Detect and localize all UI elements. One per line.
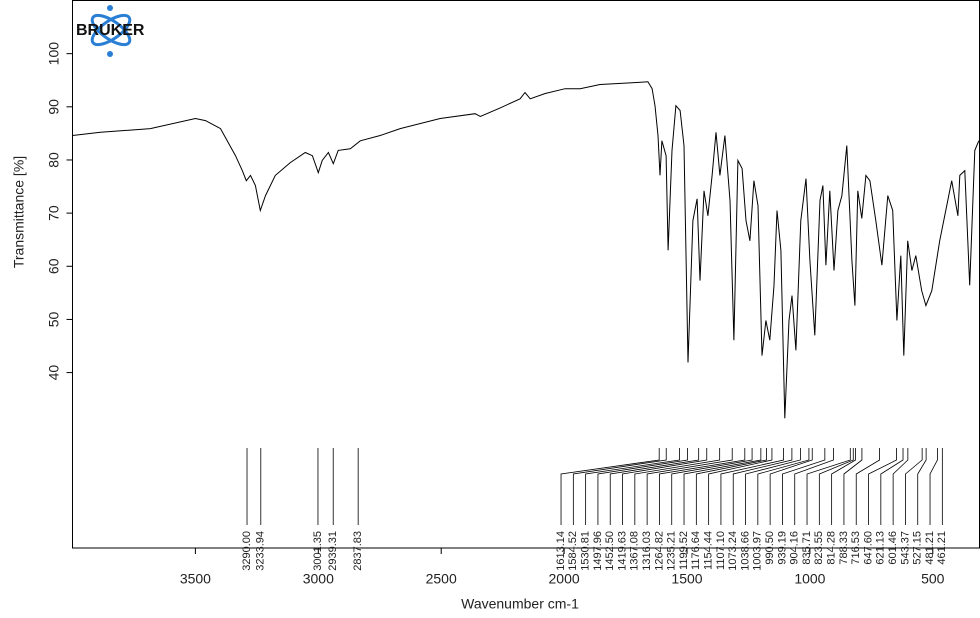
peak-label: 1176.64 [690, 531, 702, 570]
peak-marker [695, 448, 767, 525]
peak-marker [794, 448, 834, 525]
peak-marker [732, 448, 793, 525]
peak-marker [646, 448, 733, 525]
peak-marker [769, 448, 813, 525]
peak-label: 814.28 [826, 531, 838, 565]
peak-marker [720, 448, 784, 525]
x-tick-label: 500 [921, 571, 945, 587]
peak-label: 1154.44 [703, 531, 715, 570]
peak-label: 939.19 [776, 531, 788, 565]
peak-label: 823.55 [813, 531, 825, 565]
peak-label: 1264.82 [653, 531, 665, 571]
peak-label: 716.53 [850, 531, 862, 565]
peak-marker [757, 448, 810, 525]
x-tick-label: 3000 [303, 571, 334, 587]
peak-marker [671, 448, 753, 525]
peak-marker [609, 448, 700, 525]
x-axis-label: Wavenumber cm-1 [461, 596, 579, 612]
peak-label: 2939.31 [327, 531, 339, 571]
logo-orbit [90, 13, 132, 47]
logo-orbit [90, 13, 132, 47]
y-tick-label: 90 [46, 99, 62, 115]
peak-marker [831, 448, 856, 525]
peak-marker [634, 448, 721, 525]
peak-marker [868, 448, 897, 525]
peak-label: 647.60 [862, 531, 874, 565]
peak-marker [843, 448, 863, 525]
brand: BRUKER [76, 22, 145, 39]
y-tick-label: 80 [46, 152, 62, 168]
peak-label: 1235.21 [666, 531, 678, 571]
peak-marker [572, 448, 667, 525]
y-tick-label: 60 [46, 258, 62, 274]
peak-label: 1038.66 [739, 531, 751, 571]
x-tick-label: 2000 [549, 571, 580, 587]
peak-label: 904.16 [789, 531, 801, 565]
peak-label: 461.21 [936, 531, 948, 565]
y-axis-label: Transmittance [%] [11, 156, 27, 268]
peak-marker [806, 448, 851, 525]
x-tick-label: 1000 [794, 571, 825, 587]
peak-label: 1107.10 [715, 531, 727, 570]
logo: BRUKER [76, 5, 145, 57]
peak-marker [708, 448, 773, 525]
peak-marker [597, 448, 688, 525]
peak-label: 1613.14 [555, 531, 567, 571]
peak-label: 601.46 [887, 531, 899, 565]
peak-marker [782, 448, 826, 525]
peak-label: 1419.63 [616, 531, 628, 571]
peak-label: 1199.52 [678, 531, 690, 570]
peak-marker [917, 448, 927, 525]
peak-marker [659, 448, 746, 525]
peak-label: 835.71 [801, 531, 813, 565]
peak-label: 1073.24 [727, 531, 739, 571]
peak-label: 1452.50 [604, 531, 616, 571]
y-tick-label: 50 [46, 311, 62, 327]
peak-marker [880, 448, 904, 525]
peak-label: 1530.81 [580, 531, 592, 571]
peak-label: 1316.03 [641, 531, 653, 571]
y-tick-label: 40 [46, 365, 62, 381]
peak-label: 3001.35 [312, 531, 324, 571]
peak-marker [855, 448, 880, 525]
peak-label: 2837.83 [352, 531, 364, 571]
peak-label: 990.50 [764, 531, 776, 565]
peak-label: 1497.96 [592, 531, 604, 571]
peak-label: 1584.52 [567, 531, 579, 571]
logo-dot [107, 51, 113, 57]
peak-marker [622, 448, 708, 525]
x-tick-label: 2500 [426, 571, 457, 587]
peak-marker [892, 448, 909, 525]
peak-label: 1003.97 [752, 531, 764, 571]
peak-label: 788.33 [838, 531, 850, 565]
y-tick-label: 70 [46, 205, 62, 221]
peak-marker [585, 448, 680, 525]
peak-label: 621.13 [875, 531, 887, 565]
peak-label: 543.37 [899, 531, 911, 565]
plot-frame [72, 0, 980, 549]
x-tick-label: 1500 [671, 571, 702, 587]
peak-marker [560, 448, 660, 525]
y-tick-label: 100 [46, 42, 62, 66]
peak-label: 3290.00 [241, 531, 253, 571]
peak-marker [683, 448, 762, 525]
peak-marker [745, 448, 801, 525]
spectrum-line [72, 81, 980, 419]
peak-label: 527.15 [912, 531, 924, 565]
peak-marker [905, 448, 923, 525]
peak-marker [929, 448, 938, 525]
x-tick-label: 3500 [180, 571, 211, 587]
logo-dot [107, 5, 113, 11]
peak-label: 1367.08 [629, 531, 641, 571]
peak-label: 3233.94 [255, 531, 267, 571]
peak-label: 481.21 [924, 531, 936, 565]
peak-marker [818, 448, 854, 525]
